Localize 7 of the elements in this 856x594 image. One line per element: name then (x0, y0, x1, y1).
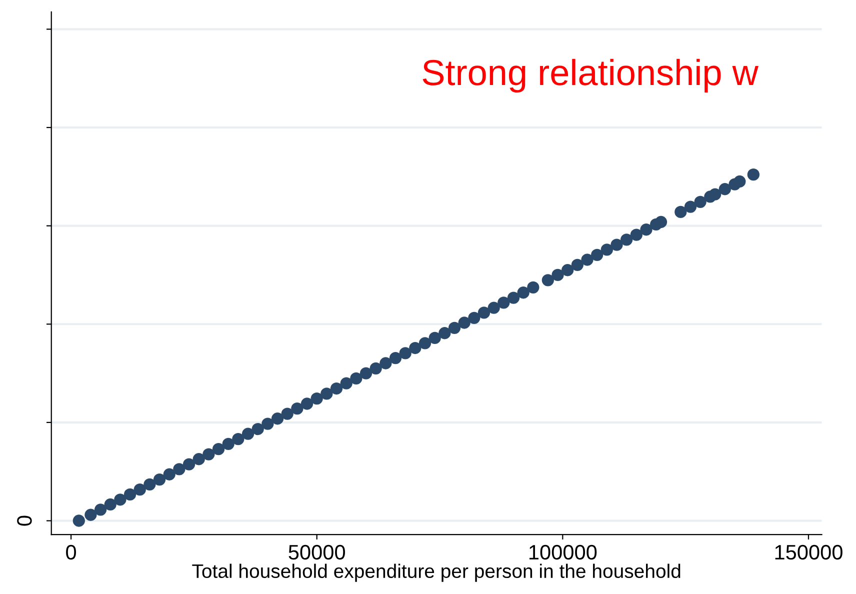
x-tick-label: 50000 (288, 544, 345, 560)
text: 0 (17, 516, 32, 526)
x-tick-label: 150000 (775, 544, 842, 560)
x-tick-label: 0 (66, 544, 76, 560)
text: Strong relationship w (422, 58, 758, 93)
x-axis-title: Total household expenditure per person in the household (192, 564, 680, 582)
x-tick-label: 100000 (530, 544, 597, 560)
